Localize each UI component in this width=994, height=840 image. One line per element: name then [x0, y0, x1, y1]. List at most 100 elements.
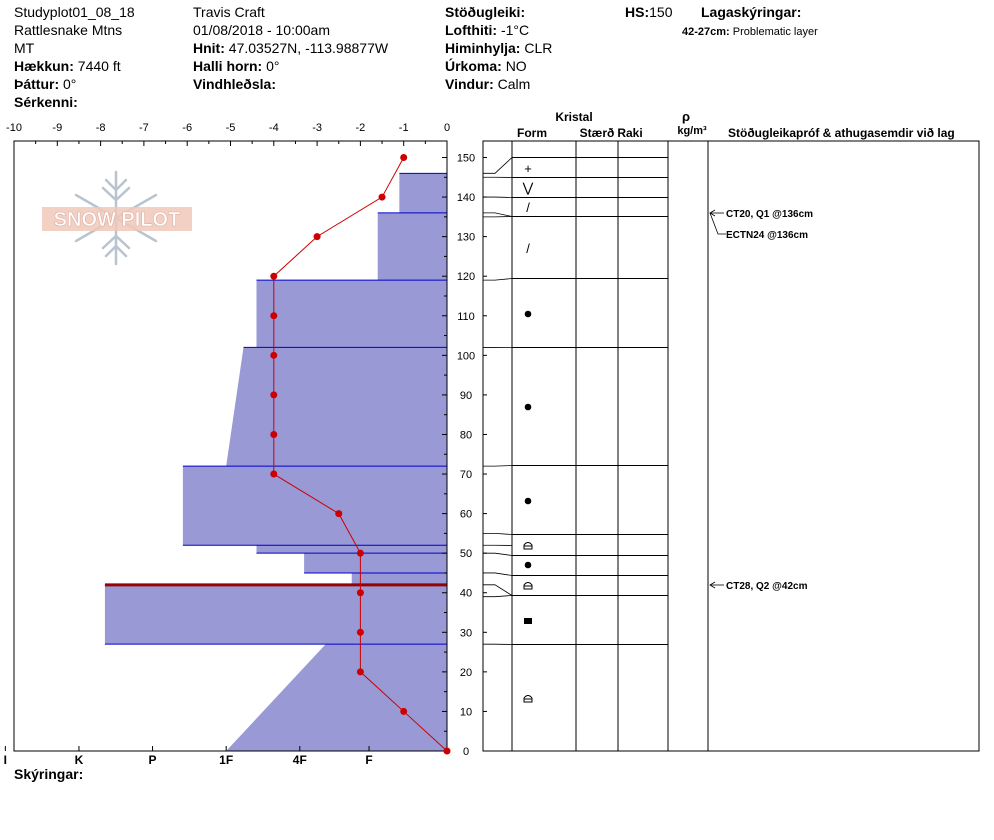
elevation-value: 7440 ft — [77, 58, 121, 74]
aspect: Þáttur: 0° — [14, 76, 76, 92]
layer-connector-line — [483, 532, 513, 535]
height-tick-label: 90 — [460, 390, 472, 402]
hardness-tick-label: P — [149, 753, 157, 767]
temp-tick-label: -7 — [139, 122, 149, 134]
observer-name: Travis Craft — [193, 4, 265, 20]
crystal-form-depth-hoar — [524, 618, 532, 624]
temp-tick-label: -9 — [52, 122, 62, 134]
precip-label: Úrkoma: — [445, 58, 502, 74]
height-tick-label: 10 — [460, 706, 472, 718]
layer-note-text: Problematic layer — [732, 26, 818, 38]
temp-tick-label: -1 — [399, 122, 409, 134]
coordinates: Hnit: 47.03527N, -113.98877W — [193, 40, 388, 56]
slope-value: 0° — [266, 58, 280, 74]
crystal-form-symbol: / — [526, 200, 530, 215]
stability-test-label: CT20, Q1 @136cm — [726, 209, 813, 220]
stability-test-connector — [709, 212, 726, 235]
temp-tick-label: -3 — [312, 122, 322, 134]
hardness-tick-label: I — [4, 753, 7, 767]
stability-test-arrow-head — [709, 581, 716, 589]
temp-tick-label: -8 — [96, 122, 106, 134]
wind-label: Vindur: — [445, 76, 494, 92]
stability-test-label: CT28, Q2 @42cm — [726, 581, 808, 592]
hardness-tick-label: K — [75, 753, 84, 767]
height-tick-label: 140 — [457, 192, 475, 204]
temp-tick-label: -4 — [269, 122, 279, 134]
wind-loading-label: Vindhleðsla: — [193, 76, 276, 92]
temperature-point — [356, 549, 364, 557]
footer-notes-label: Skýringar: — [14, 766, 84, 782]
temperature-point — [270, 351, 278, 359]
crystal-form-rounded-grain — [524, 497, 532, 505]
hs-value: 150 — [649, 4, 673, 20]
coords-label: Hnit: — [193, 40, 225, 56]
temperature-point — [270, 391, 278, 399]
crystal-form-rounded-grain — [524, 561, 532, 569]
wind-value: Calm — [497, 76, 531, 92]
header-crystal: Kristal — [555, 110, 592, 124]
aspect-label: Þáttur: — [14, 76, 60, 92]
layer-connector-line — [483, 157, 513, 174]
layer-connector-line — [483, 552, 513, 556]
height-tick-label: 60 — [460, 509, 472, 521]
height-tick-label: 130 — [457, 232, 475, 244]
crystal-form-faceted — [523, 582, 533, 590]
layer-connector-line — [483, 572, 513, 576]
layer-note-range: 42-27cm: — [682, 26, 730, 38]
logo-text: SNOW PILOT — [54, 209, 181, 231]
slope: Halli horn: 0° — [193, 58, 280, 74]
height-tick-label: 50 — [460, 548, 472, 560]
header-density-symbol: ρ — [682, 109, 690, 124]
layer-notes-label: Lagaskýringar: — [701, 4, 802, 20]
sky-cover: Himinhylja: CLR — [445, 40, 552, 56]
header-tests: Stöðugleikapróf & athugasemdir við lag — [728, 126, 955, 140]
height-tick-label: 30 — [460, 627, 472, 639]
layer-table-frame — [482, 140, 980, 752]
precip-value: NO — [505, 58, 527, 74]
crystal-form-faceted — [523, 695, 533, 703]
logo-band — [42, 207, 192, 231]
location-name: Rattlesnake Mtns — [14, 22, 123, 38]
snow-height: HS:150 — [625, 4, 672, 20]
temperature-point — [443, 747, 451, 755]
temp-tick-label: -6 — [182, 122, 192, 134]
temperature-point — [378, 193, 386, 201]
snowpilot-logo: SNOW PILOT — [42, 170, 192, 266]
temperature-point — [270, 272, 278, 280]
layer-connector-line — [483, 465, 513, 467]
state-name: MT — [14, 40, 35, 56]
height-tick-label: 70 — [460, 469, 472, 481]
hardness-tick-label: 1F — [219, 753, 233, 767]
height-tick-label: 40 — [460, 588, 472, 600]
stability-label: Stöðugleiki: — [445, 4, 526, 20]
height-tick-label: 120 — [457, 271, 475, 283]
features-label: Sérkenni: — [14, 94, 78, 110]
layer-connector-line — [483, 595, 513, 598]
header-size: Stærð — [580, 126, 615, 140]
sky-value: CLR — [524, 40, 553, 56]
sky-label: Himinhylja: — [445, 40, 521, 56]
height-tick-label: 20 — [460, 667, 472, 679]
crystal-form-symbol: + — [524, 161, 532, 176]
height-tick-label: 110 — [457, 311, 475, 323]
temperature-point — [335, 510, 343, 518]
air-temp-value: -1°C — [500, 22, 530, 38]
temperature-point — [356, 589, 364, 597]
height-tick-label: 80 — [460, 429, 472, 441]
header-density-unit: kg/m³ — [677, 125, 707, 137]
height-tick-label: 0 — [463, 746, 469, 758]
temperature-point — [400, 707, 408, 715]
studyplot-name: Studyplot01_08_18 — [14, 4, 135, 20]
temp-tick-label: -5 — [226, 122, 236, 134]
height-tick-label: 100 — [457, 350, 475, 362]
crystal-form-rounded-grain — [524, 310, 532, 318]
layer-connector-line — [483, 278, 513, 281]
hardness-tick-label: F — [365, 753, 372, 767]
wind: Vindur: Calm — [445, 76, 530, 92]
crystal-form-symbol: / — [526, 241, 530, 256]
hs-label: HS: — [625, 4, 650, 20]
precipitation: Úrkoma: NO — [445, 58, 527, 74]
height-tick-label: 150 — [457, 153, 475, 165]
layer-connector-line — [483, 584, 513, 596]
